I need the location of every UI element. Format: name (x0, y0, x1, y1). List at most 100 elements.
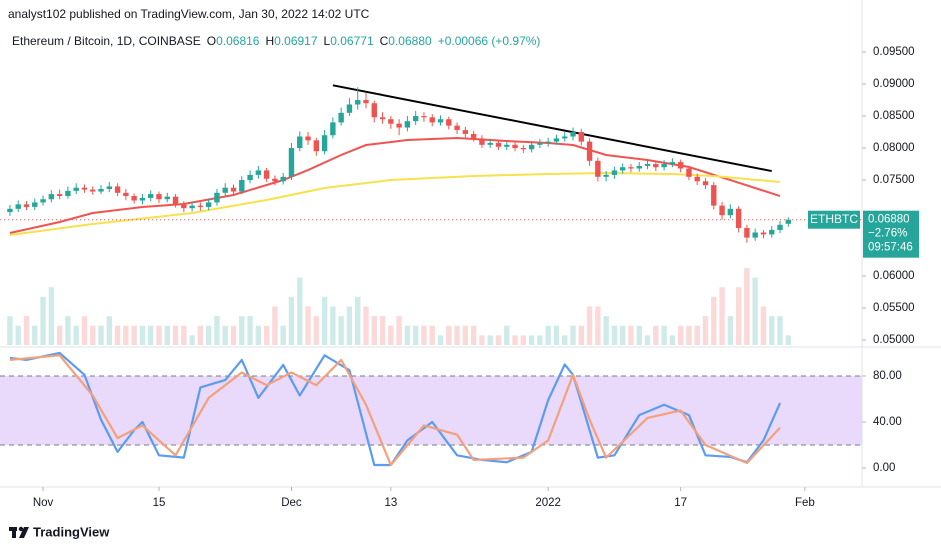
x-tick-label: 13 (384, 497, 397, 509)
candle-body (148, 194, 154, 198)
candle-body (694, 176, 700, 182)
volume-bar (719, 287, 725, 345)
candle-body (462, 130, 469, 134)
ohlc-value: 0.06880 (388, 34, 432, 48)
candle-body (470, 133, 477, 139)
candle-body (330, 122, 336, 136)
candle-body (702, 181, 709, 186)
candle-body (628, 167, 634, 169)
volume-bar (214, 316, 220, 345)
volume-bar (429, 325, 435, 345)
price-tag-price: 0.06880 (868, 214, 910, 226)
volume-bar (777, 316, 783, 345)
candle-body (98, 188, 104, 192)
volume-bar (346, 306, 353, 345)
volume-bar (272, 306, 278, 345)
ohlc-value: 0.06917 (274, 34, 318, 48)
candle-body (189, 205, 195, 209)
candle-body (437, 119, 444, 123)
volume-bar (222, 325, 228, 345)
candle-body (205, 202, 212, 207)
y-tick-label: 0.07500 (873, 174, 915, 186)
y-tick-label: 0.09000 (873, 78, 915, 90)
volume-bar (628, 325, 634, 345)
volume-bar (669, 335, 676, 345)
volume-bar (123, 325, 129, 345)
price-tag-countdown: 09:57:46 (868, 242, 913, 254)
candle-body (595, 160, 601, 177)
ohlc-label: H (265, 34, 274, 48)
candle-body (769, 229, 775, 235)
volume-bar (470, 325, 477, 345)
ohlc-value: 0.06771 (330, 34, 374, 48)
band (0, 375, 862, 445)
candle-body (504, 144, 510, 147)
brand: TradingView (33, 524, 110, 539)
candle-body (263, 170, 270, 179)
candle-body (280, 176, 286, 182)
volume-bar (321, 296, 328, 345)
candle-body (644, 164, 651, 166)
volume-bar (98, 325, 104, 345)
y-tick-label: 0.05500 (873, 302, 915, 314)
candle-body (272, 178, 278, 182)
volume-bar (172, 325, 179, 345)
volume-bar (769, 316, 775, 345)
volume-bar (735, 287, 742, 345)
volume-bar (40, 296, 46, 345)
volume-bar (371, 316, 377, 345)
candle-body (446, 119, 452, 126)
candle-body (56, 194, 63, 197)
volume-bar (239, 316, 245, 345)
volume-bar (446, 325, 452, 345)
volume-bar (421, 325, 427, 345)
candle-body (545, 141, 551, 143)
volume-bar (197, 325, 204, 345)
volume-bar (156, 325, 162, 345)
ohlc-value: 0.06816 (216, 34, 260, 48)
symbol-tag (808, 210, 860, 229)
volume-bar (48, 287, 55, 345)
candle-body (404, 121, 411, 128)
volume-bar (106, 316, 113, 345)
volume-bar (595, 306, 601, 345)
y-tick-label: 0.00 (873, 462, 895, 474)
y-tick-label: 0.08500 (873, 110, 915, 122)
candle-body (711, 185, 717, 206)
volume-bar (586, 306, 593, 345)
candle-body (512, 144, 518, 149)
candle-body (454, 125, 460, 131)
volume-bar (205, 325, 212, 345)
candle-body (653, 164, 659, 168)
volume-bar (355, 296, 361, 345)
candle-body (131, 196, 137, 201)
volume-bar (288, 296, 295, 345)
candle-body (661, 164, 667, 168)
candle-body (727, 208, 734, 216)
candle-body (669, 162, 676, 165)
volume-bar (752, 277, 758, 345)
volume-bar (727, 316, 734, 345)
volume-bar (437, 335, 444, 345)
candle-body (65, 190, 71, 197)
x-tick-label: Feb (795, 497, 815, 509)
price-tag-change: −2.76% (868, 228, 907, 240)
candle-body (106, 186, 113, 189)
symbol: Ethereum / Bitcoin, 1D, COINBASE (12, 34, 201, 48)
candle-body (528, 144, 535, 150)
x-tick-label: Dec (281, 497, 302, 509)
candle-body (744, 228, 750, 238)
candle-body (247, 174, 253, 181)
candle-body (114, 186, 121, 193)
y-tick-label: 0.09500 (873, 46, 915, 58)
candle-body (578, 132, 584, 142)
candle-body (388, 119, 394, 124)
volume-bar (396, 316, 402, 345)
symbol-legend: Ethereum / Bitcoin, 1D, COINBASE O0.06816… (12, 34, 540, 48)
candle-body (73, 187, 79, 191)
volume-bar (495, 335, 502, 345)
volume-bar (363, 306, 369, 345)
candle-body (81, 187, 88, 190)
candle-body (686, 168, 692, 177)
volume-bar (702, 316, 709, 345)
